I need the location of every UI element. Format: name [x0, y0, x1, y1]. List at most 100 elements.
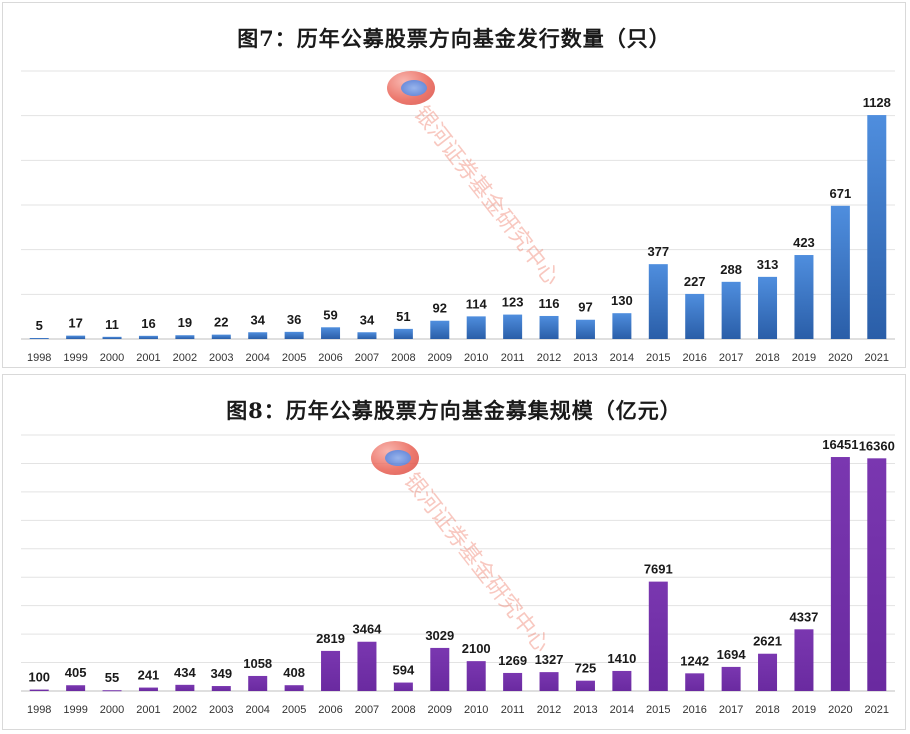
- x-tick-label-2010: 2010: [464, 352, 488, 364]
- data-label-1999: 17: [68, 316, 82, 331]
- data-label-2010: 114: [466, 296, 488, 311]
- bar-1998: [29, 338, 49, 340]
- x-tick-label-2012: 2012: [537, 704, 561, 716]
- bar-2019: [794, 255, 814, 339]
- data-label-2008: 51: [396, 309, 410, 324]
- x-tick-label-2010: 2010: [464, 704, 488, 716]
- bar-2000: [102, 336, 122, 339]
- x-tick-label-2001: 2001: [136, 352, 160, 364]
- bar-2012: [539, 672, 559, 691]
- data-label-1999: 405: [65, 665, 87, 680]
- bar-2021: [867, 115, 887, 340]
- bar-2014: [612, 313, 632, 339]
- bar-1999: [66, 685, 86, 691]
- gridlines: [21, 434, 895, 692]
- data-label-2016: 227: [684, 274, 706, 289]
- data-label-2002: 19: [178, 315, 192, 330]
- data-label-2006: 59: [323, 307, 337, 322]
- bar-2005: [284, 331, 304, 339]
- bar-2009: [430, 647, 450, 691]
- x-tick-label-2014: 2014: [610, 704, 634, 716]
- x-tick-label-2015: 2015: [646, 704, 670, 716]
- x-tick-label-2002: 2002: [173, 352, 197, 364]
- data-label-2018: 2621: [753, 634, 782, 649]
- bar-2007: [357, 641, 377, 691]
- data-label-2012: 1327: [535, 652, 564, 667]
- bar-2001: [138, 687, 158, 691]
- bar-2000: [102, 690, 122, 692]
- data-label-2013: 97: [578, 300, 592, 315]
- bar-2018: [758, 653, 778, 691]
- bar-2013: [575, 319, 595, 339]
- bar-2020: [830, 205, 850, 339]
- x-tick-label-2013: 2013: [573, 352, 597, 364]
- x-tick-label-1998: 1998: [27, 704, 51, 716]
- data-label-2000: 55: [105, 670, 119, 685]
- x-tick-label-2020: 2020: [828, 352, 852, 364]
- data-label-2002: 434: [174, 665, 196, 680]
- data-label-2017: 1694: [717, 647, 747, 662]
- x-tick-label-2019: 2019: [792, 352, 816, 364]
- data-label-2015: 7691: [644, 562, 673, 577]
- x-tick-label-2007: 2007: [355, 352, 379, 364]
- bar-2011: [503, 672, 523, 691]
- x-tick-label-2015: 2015: [646, 352, 670, 364]
- bar-2009: [430, 320, 450, 339]
- x-tick-label-2009: 2009: [428, 352, 452, 364]
- bar-2016: [685, 673, 705, 691]
- gridlines: [21, 70, 895, 340]
- data-label-2013: 725: [575, 661, 597, 676]
- data-label-2016: 1242: [680, 653, 709, 668]
- bar-2015: [648, 581, 668, 691]
- data-label-2001: 241: [138, 668, 160, 683]
- x-tick-label-1998: 1998: [27, 352, 51, 364]
- data-label-1998: 100: [28, 670, 50, 685]
- data-label-2000: 11: [105, 317, 119, 332]
- bar-2011: [503, 314, 523, 339]
- data-label-2012: 116: [539, 296, 560, 311]
- data-label-2020: 16451: [822, 437, 858, 452]
- x-tick-label-2007: 2007: [355, 704, 379, 716]
- bar-2010: [466, 661, 486, 691]
- bar-2008: [393, 328, 413, 339]
- bar-chart-fundraising-scale: 100 1998 405 1999 55 2000 241 2001 434 2002 349 200…: [21, 434, 895, 716]
- x-tick-label-2016: 2016: [682, 704, 706, 716]
- data-label-2018: 313: [757, 257, 779, 272]
- bar-2008: [393, 682, 413, 691]
- x-tick-label-2001: 2001: [136, 704, 160, 716]
- data-label-2014: 130: [611, 293, 633, 308]
- data-label-2005: 36: [287, 312, 301, 327]
- data-label-2019: 4337: [789, 609, 818, 624]
- x-tick-label-2021: 2021: [865, 352, 889, 364]
- data-label-2005: 408: [283, 665, 305, 680]
- data-label-2007: 34: [360, 312, 375, 327]
- x-tick-label-2006: 2006: [318, 704, 342, 716]
- bar-2006: [321, 327, 341, 339]
- x-tick-label-2005: 2005: [282, 704, 306, 716]
- data-label-2021: 1128: [863, 95, 891, 110]
- x-tick-label-2000: 2000: [100, 352, 124, 364]
- data-label-2004: 1058: [243, 656, 272, 671]
- bar-2004: [248, 675, 268, 691]
- bar-2020: [830, 457, 850, 691]
- bar-chart-issuance-count: 5 1998 17 1999 11 2000 16 2001 19 2002 22 2003 34 200…: [21, 70, 895, 364]
- data-label-2007: 3464: [352, 622, 382, 637]
- x-tick-label-2004: 2004: [245, 704, 269, 716]
- data-label-2006: 2819: [316, 631, 345, 646]
- x-tick-label-2004: 2004: [245, 352, 269, 364]
- data-label-2004: 34: [250, 312, 265, 327]
- bar-2017: [721, 281, 741, 339]
- data-label-2010: 2100: [462, 641, 491, 656]
- x-tick-label-2019: 2019: [792, 704, 816, 716]
- data-label-2019: 423: [793, 235, 815, 250]
- x-tick-label-2016: 2016: [682, 352, 706, 364]
- bar-1998: [29, 689, 49, 691]
- x-tick-label-1999: 1999: [63, 704, 87, 716]
- chart-title: 图7：历年公募股票方向基金发行数量（只）: [237, 26, 671, 51]
- data-label-2017: 288: [720, 262, 742, 277]
- bar-2015: [648, 264, 668, 339]
- galaxy-securities-logo-icon: [387, 71, 435, 105]
- bar-2010: [466, 316, 486, 339]
- bar-2002: [175, 335, 195, 339]
- x-tick-label-2013: 2013: [573, 704, 597, 716]
